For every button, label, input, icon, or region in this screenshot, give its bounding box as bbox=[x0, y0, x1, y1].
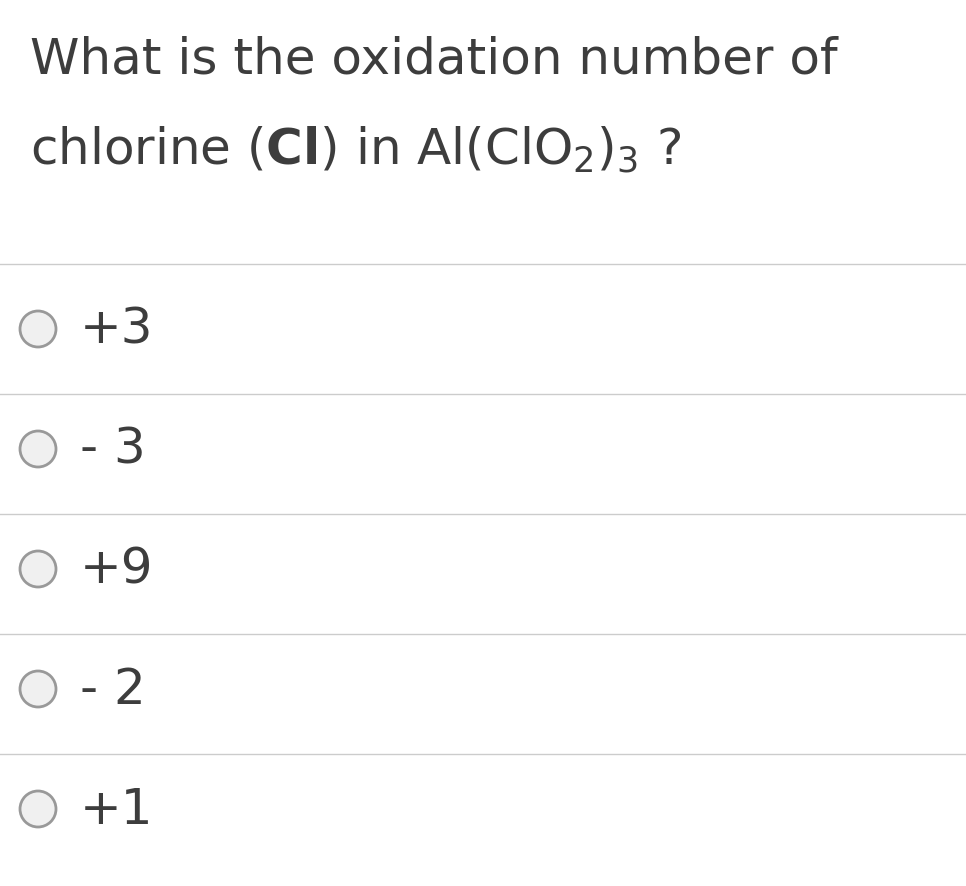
Ellipse shape bbox=[20, 431, 56, 468]
Text: - 2: - 2 bbox=[80, 665, 146, 713]
Text: +3: +3 bbox=[80, 306, 154, 354]
Ellipse shape bbox=[20, 551, 56, 587]
Text: +9: +9 bbox=[80, 546, 154, 594]
Text: chlorine ($\mathbf{Cl}$) in Al(ClO$_2$)$_3$ ?: chlorine ($\mathbf{Cl}$) in Al(ClO$_2$)$… bbox=[30, 125, 681, 175]
Text: +1: +1 bbox=[80, 785, 154, 833]
Ellipse shape bbox=[20, 312, 56, 347]
Ellipse shape bbox=[20, 672, 56, 707]
Text: - 3: - 3 bbox=[80, 425, 146, 473]
Text: What is the oxidation number of: What is the oxidation number of bbox=[30, 35, 838, 83]
Ellipse shape bbox=[20, 791, 56, 827]
